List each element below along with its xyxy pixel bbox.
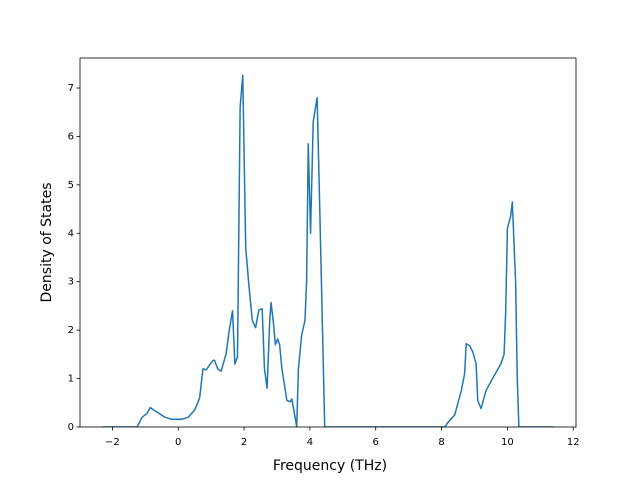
x-tick-label: 0 (175, 437, 181, 448)
y-tick-label: 0 (68, 422, 74, 433)
x-axis-label: Frequency (THz) (273, 458, 387, 474)
x-tick-label: 10 (501, 437, 514, 448)
x-tick-label: 2 (241, 437, 247, 448)
y-tick-label: 3 (68, 277, 74, 288)
y-tick-label: 6 (68, 131, 74, 142)
x-tick-label: −2 (105, 437, 120, 448)
y-axis-label: Density of States (39, 183, 55, 303)
x-tick-label: 4 (307, 437, 313, 448)
x-tick-label: 12 (567, 437, 580, 448)
y-tick-label: 2 (68, 325, 74, 336)
y-tick-label: 5 (68, 180, 74, 191)
x-tick-label: 6 (373, 437, 379, 448)
plot-frame (79, 57, 577, 428)
y-tick-label: 4 (68, 228, 74, 239)
line (102, 74, 554, 427)
y-tick-label: 1 (68, 374, 74, 385)
y-tick-label: 7 (68, 83, 74, 94)
x-tick-label: 8 (438, 437, 444, 448)
